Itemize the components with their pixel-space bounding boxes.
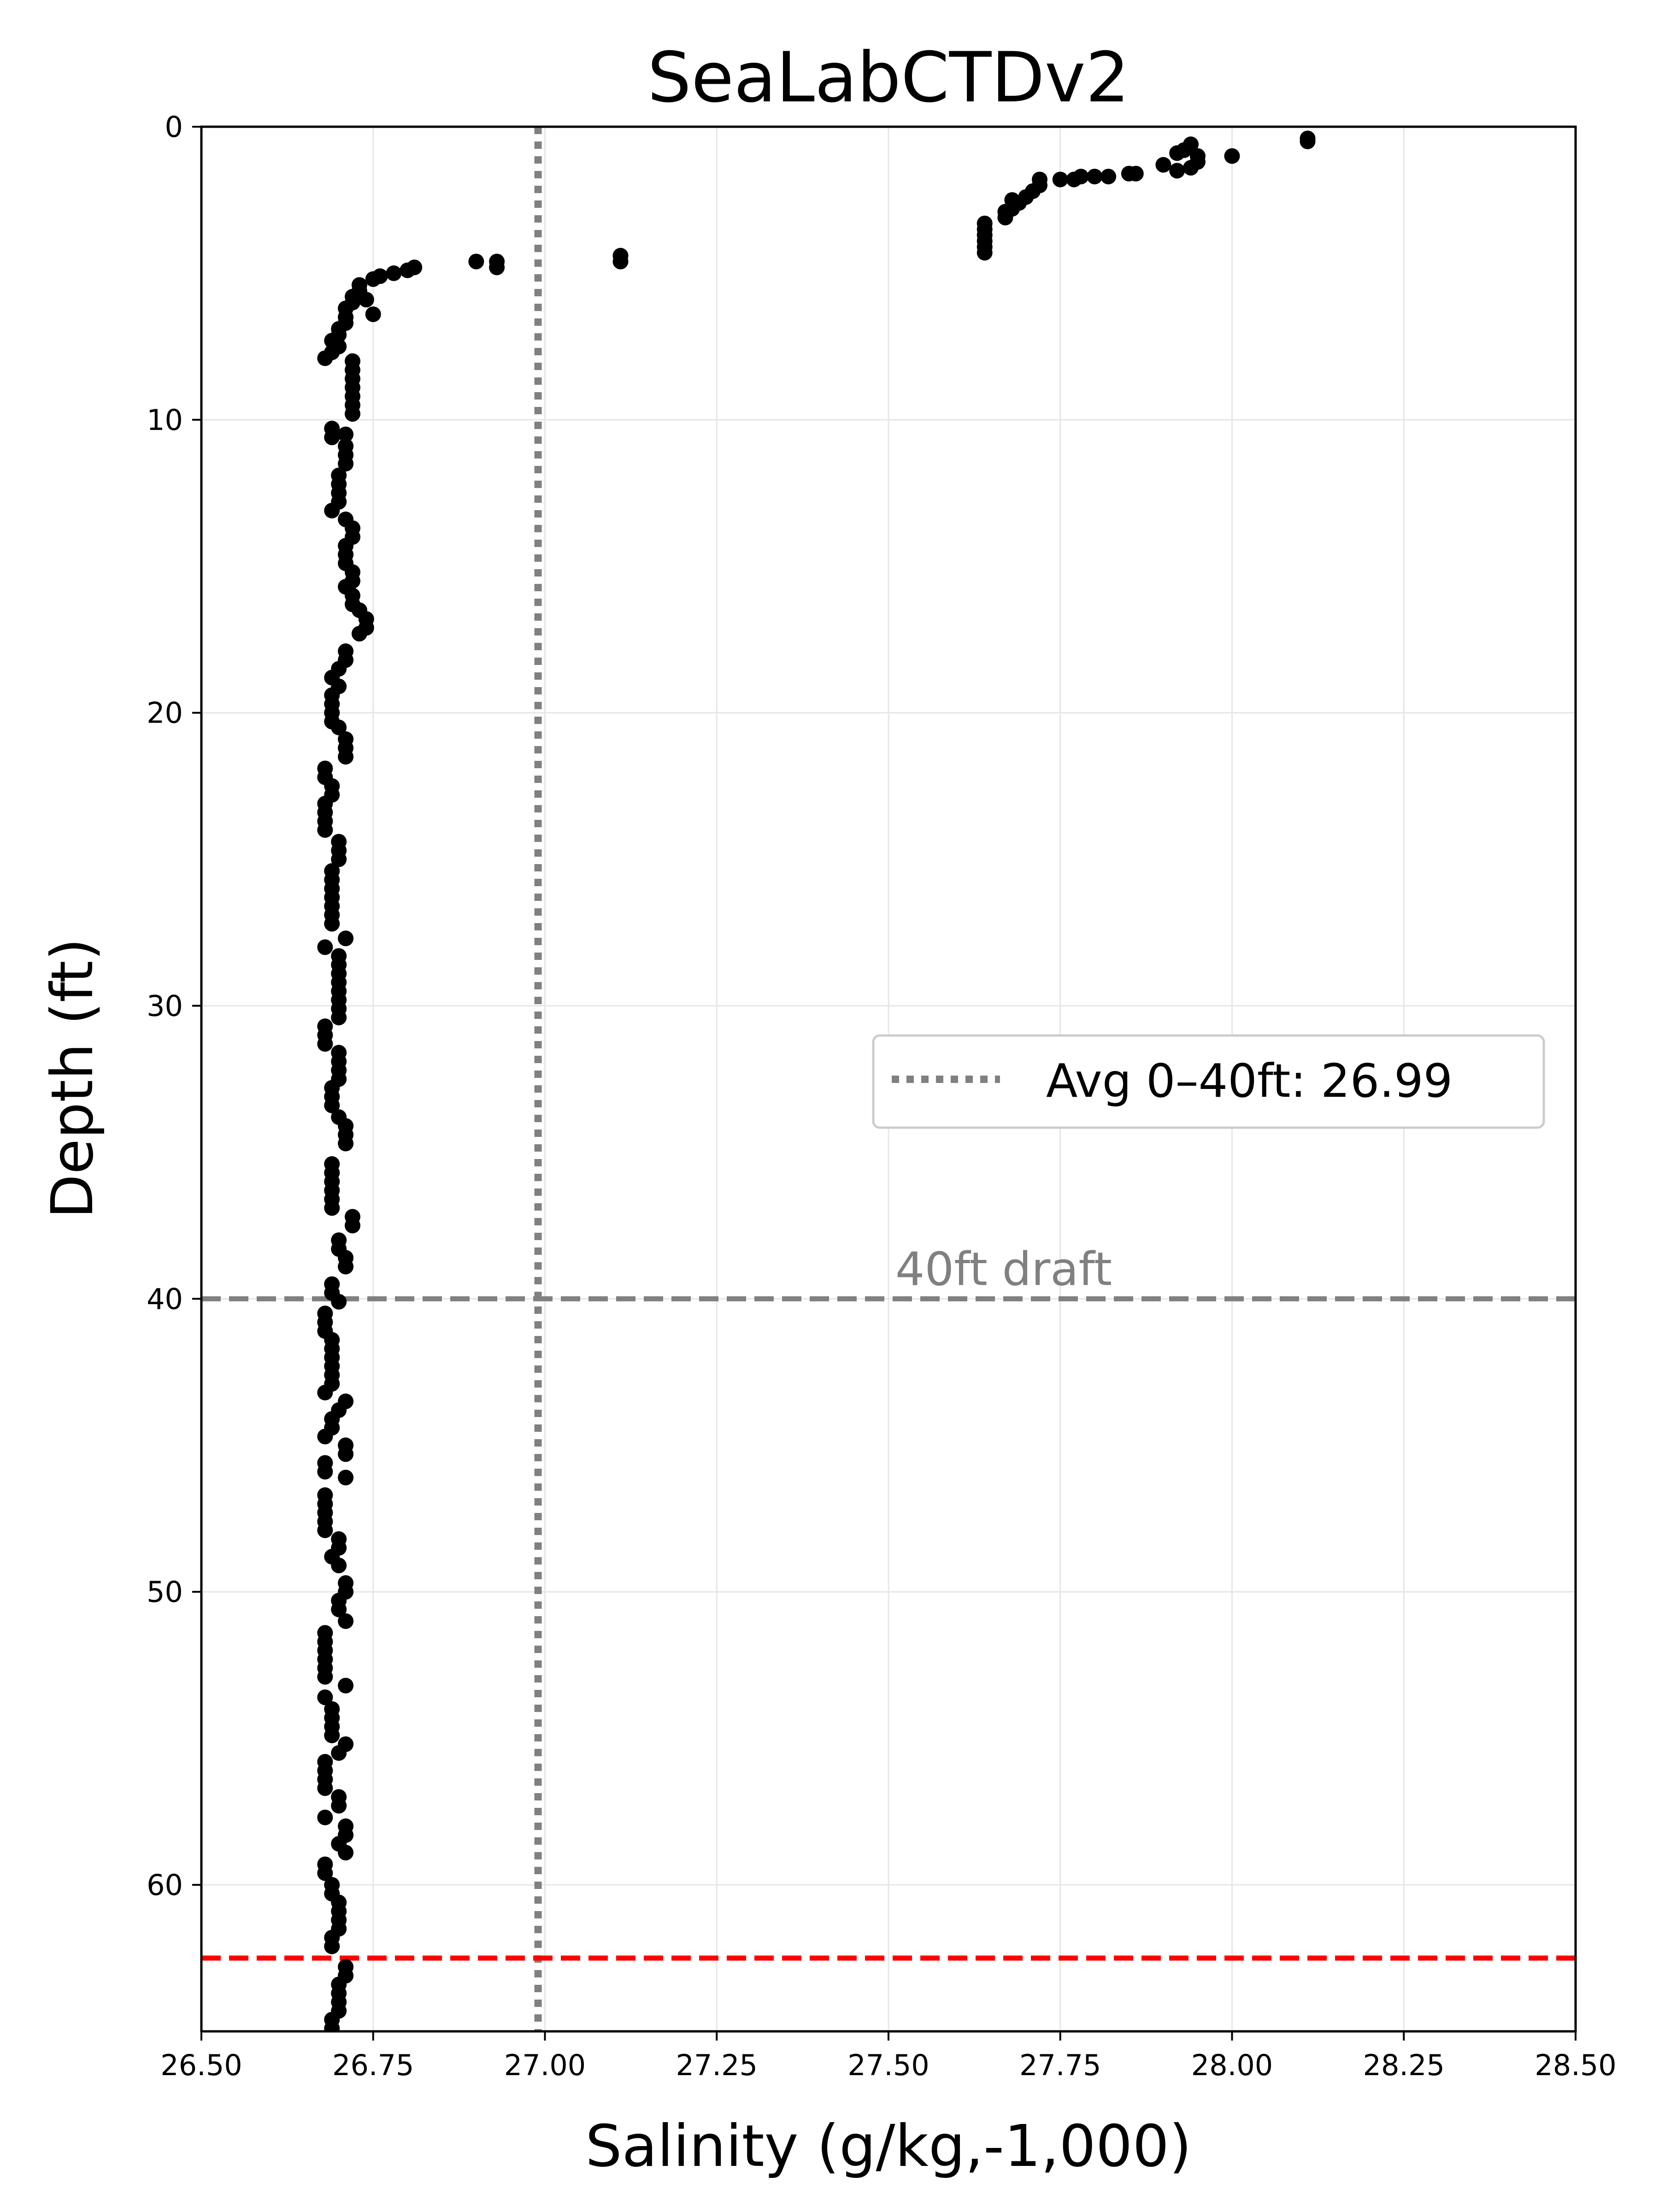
y-tick-label: 30 <box>147 989 183 1023</box>
legend-box <box>872 1034 1545 1129</box>
data-point <box>977 245 993 261</box>
data-point <box>317 939 333 955</box>
data-point <box>317 1429 333 1445</box>
x-tick-label: 27.25 <box>676 2048 758 2082</box>
x-tick-label: 27.00 <box>504 2048 586 2082</box>
data-point <box>338 426 354 442</box>
data-point <box>338 1470 354 1486</box>
x-tick-label: 26.50 <box>160 2048 242 2082</box>
data-point <box>317 1522 333 1538</box>
y-tick-label: 20 <box>147 696 183 730</box>
data-point <box>1169 163 1185 179</box>
data-point <box>331 1558 347 1574</box>
data-point <box>317 822 333 838</box>
data-point <box>317 1464 333 1480</box>
data-point <box>468 253 484 270</box>
x-tick-label: 27.75 <box>1019 2048 1101 2082</box>
data-point <box>317 1809 333 1825</box>
data-point <box>1224 148 1240 164</box>
data-point <box>324 2020 340 2031</box>
data-point <box>1066 171 1082 188</box>
data-point <box>324 916 340 932</box>
data-point <box>365 306 381 322</box>
data-point <box>331 719 347 735</box>
data-point <box>489 259 505 276</box>
data-point <box>338 1135 354 1152</box>
data-point <box>1155 157 1171 173</box>
data-point <box>400 262 416 278</box>
x-tick-label: 28.25 <box>1363 2048 1445 2082</box>
x-axis-label: Salinity (g/kg,-1,000) <box>585 2113 1192 2180</box>
data-point <box>317 350 333 366</box>
data-point <box>324 1938 340 1954</box>
data-point <box>324 1097 340 1113</box>
data-point <box>338 456 354 472</box>
data-point <box>345 406 361 422</box>
data-point <box>324 502 340 518</box>
y-tick-label: 60 <box>147 1868 183 1902</box>
x-tick-label: 28.50 <box>1535 2048 1617 2082</box>
data-point <box>331 1745 347 1761</box>
data-point <box>1052 171 1068 188</box>
data-point <box>997 210 1013 226</box>
chart-title: SeaLabCTDv2 <box>647 38 1130 118</box>
data-points <box>317 130 1316 2031</box>
data-point <box>338 749 354 765</box>
data-point <box>345 1218 361 1234</box>
x-tick-label: 27.50 <box>847 2048 930 2082</box>
data-point <box>317 1384 333 1400</box>
data-point <box>331 1836 347 1852</box>
data-point <box>365 271 381 287</box>
data-point <box>331 851 347 867</box>
data-point <box>351 626 367 642</box>
data-point <box>338 930 354 947</box>
data-point <box>338 1259 354 1275</box>
data-point <box>317 1036 333 1052</box>
data-point <box>317 1865 333 1881</box>
data-point <box>324 1200 340 1216</box>
data-point <box>612 253 629 270</box>
legend: Avg 0–40ft: 26.99 <box>872 1034 1545 1129</box>
reference-lines <box>201 127 1576 2031</box>
data-point <box>1087 169 1103 185</box>
data-point <box>324 429 340 445</box>
y-axis-ticks: 0 10 20 30 40 50 60 <box>147 110 201 1902</box>
data-point <box>317 1689 333 1706</box>
y-tick-label: 40 <box>147 1282 183 1316</box>
data-point <box>358 292 374 308</box>
x-tick-label: 28.00 <box>1191 2048 1273 2082</box>
data-point <box>1183 160 1199 176</box>
data-point <box>331 1798 347 1814</box>
data-point <box>1100 169 1117 185</box>
x-axis-ticks: 26.50 26.75 27.00 27.25 27.50 27.75 28.00 28.25… <box>160 2031 1617 2082</box>
y-tick-label: 0 <box>165 110 183 144</box>
data-point <box>324 1727 340 1743</box>
data-point <box>331 1294 347 1310</box>
legend-label: Avg 0–40ft: 26.99 <box>1046 1054 1453 1108</box>
data-point <box>317 1780 333 1796</box>
data-point <box>338 1613 354 1629</box>
y-axis-label: Depth (ft) <box>39 938 106 1219</box>
x-tick-label: 26.75 <box>332 2048 414 2082</box>
data-point <box>386 265 402 281</box>
data-point <box>1300 133 1316 149</box>
data-point <box>1121 165 1137 182</box>
data-point <box>338 1446 354 1462</box>
draft-label: 40ft draft <box>895 1242 1112 1296</box>
y-tick-label: 50 <box>147 1575 183 1609</box>
y-tick-label: 10 <box>147 403 183 437</box>
data-point <box>317 1669 333 1685</box>
data-point <box>331 1009 347 1025</box>
data-point <box>338 1677 354 1694</box>
data-point <box>1169 145 1185 161</box>
data-point <box>331 1601 347 1618</box>
